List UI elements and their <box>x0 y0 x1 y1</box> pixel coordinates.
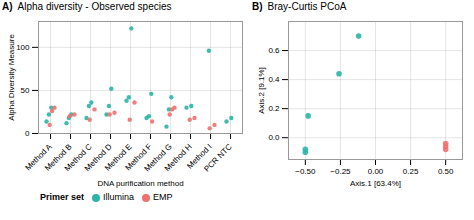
svg-text:Method F: Method F <box>123 142 154 173</box>
svg-text:Method I: Method I <box>185 142 214 171</box>
html-text:Illumina: Illumina <box>103 192 134 202</box>
svg-text:Method E: Method E <box>103 142 134 173</box>
svg-text:Method H: Method H <box>162 142 194 174</box>
svg-text:0.25: 0.25 <box>403 167 419 176</box>
html-text:Bray-Curtis PCoA: Bray-Curtis PCoA <box>267 1 347 12</box>
html-text:A): A) <box>2 1 13 12</box>
svg-text:Method G: Method G <box>142 142 174 174</box>
svg-text:0.00: 0.00 <box>368 167 384 176</box>
html-text:EMP: EMP <box>153 192 173 202</box>
svg-text:Method B: Method B <box>43 142 74 173</box>
svg-text:Method A: Method A <box>23 142 54 173</box>
svg-text:−0.25: −0.25 <box>330 167 351 176</box>
svg-text:50: 50 <box>21 86 30 95</box>
svg-text:0: 0 <box>25 129 30 138</box>
svg-text:0.2: 0.2 <box>268 104 280 113</box>
svg-text:−0.50: −0.50 <box>295 167 316 176</box>
svg-text:DNA purification method: DNA purification method <box>97 179 183 188</box>
svg-text:100: 100 <box>16 43 30 52</box>
svg-text:Axis.1 [63.4%]: Axis.1 [63.4%] <box>350 179 401 188</box>
html-text:Alpha diversity - Observed spe: Alpha diversity - Observed species <box>17 1 172 12</box>
svg-text:0.50: 0.50 <box>438 167 454 176</box>
html-text:Primer set: Primer set <box>40 192 84 202</box>
svg-text:Method C: Method C <box>62 142 94 174</box>
svg-text:0.6: 0.6 <box>268 46 280 55</box>
svg-text:Method D: Method D <box>82 142 114 174</box>
svg-text:Alpha Diversity Measure: Alpha Diversity Measure <box>7 34 16 121</box>
svg-text:Axis.2 [9.1%]: Axis.2 [9.1%] <box>257 67 266 114</box>
html-text:B): B) <box>252 1 263 12</box>
svg-text:PCR NTC: PCR NTC <box>202 142 234 174</box>
svg-text:0.4: 0.4 <box>268 75 280 84</box>
svg-text:0.0: 0.0 <box>268 133 280 142</box>
